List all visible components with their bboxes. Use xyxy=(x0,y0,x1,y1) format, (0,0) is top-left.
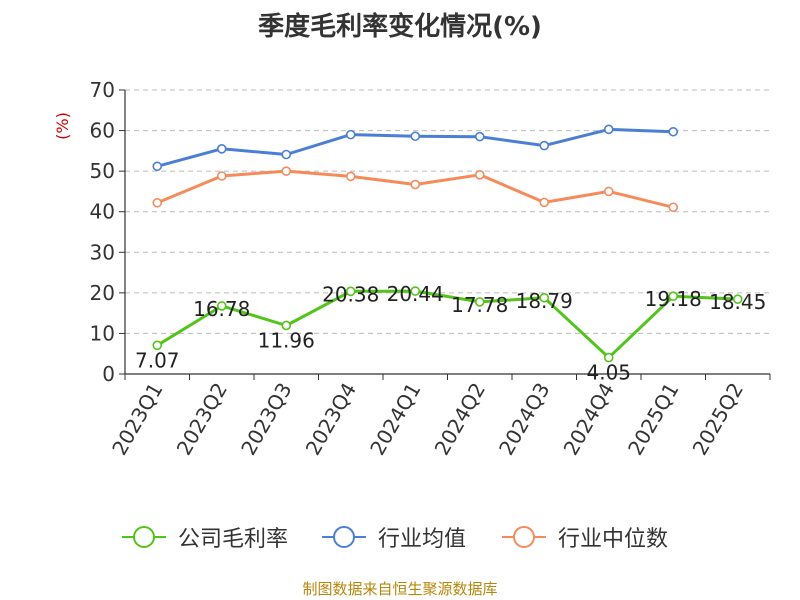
data-point xyxy=(345,129,356,140)
data-point xyxy=(216,144,227,154)
legend-marker xyxy=(513,526,535,548)
x-tick-label: 2023Q1 xyxy=(107,379,167,460)
y-tick-label: 0 xyxy=(102,362,115,386)
legend-marker xyxy=(133,526,155,548)
data-label: 20.38 xyxy=(322,282,379,306)
data-point xyxy=(668,126,679,137)
legend-entry: 行业均值 xyxy=(378,527,466,552)
data-label: 20.44 xyxy=(387,282,444,306)
y-tick-label: 10 xyxy=(90,321,115,345)
data-point xyxy=(152,161,163,172)
data-label: 18.79 xyxy=(516,289,573,313)
y-tick-label: 60 xyxy=(90,119,115,143)
data-point xyxy=(345,171,356,182)
data-point xyxy=(539,197,550,208)
data-point xyxy=(410,286,421,296)
data-point xyxy=(603,352,614,363)
y-tick-label: 20 xyxy=(90,281,115,305)
data-point xyxy=(216,301,227,311)
data-point xyxy=(152,197,163,208)
data-labels: 7.07 16.78 11.96 20.38 20.44 17.78 18.79 4.05 19… xyxy=(135,282,766,384)
data-point xyxy=(539,140,550,151)
data-point xyxy=(281,320,292,331)
series-line xyxy=(156,289,738,360)
data-point xyxy=(152,340,163,351)
y-tick-label: 40 xyxy=(90,200,115,224)
y-tick-label: 70 xyxy=(90,78,115,102)
data-label: 4.05 xyxy=(586,361,631,385)
legend-marker xyxy=(333,526,355,548)
y-tick-label: 50 xyxy=(90,159,115,183)
series xyxy=(152,124,743,363)
data-point xyxy=(603,124,614,135)
data-label: 16.78 xyxy=(193,297,250,321)
x-tick-label: 2024Q2 xyxy=(430,379,490,460)
data-point xyxy=(281,166,292,176)
x-tick-label: 2023Q3 xyxy=(236,379,296,460)
data-label: 7.07 xyxy=(135,348,180,372)
data-point xyxy=(410,179,421,190)
y-tick-label: 30 xyxy=(90,240,115,264)
data-point xyxy=(474,297,485,307)
x-tick-label: 2024Q4 xyxy=(559,379,619,460)
chart-title: 季度毛利率变化情况(%) xyxy=(258,12,542,42)
y-axis-label: (%) xyxy=(53,112,72,140)
data-point xyxy=(474,169,485,180)
x-tick-label: 2023Q2 xyxy=(172,379,232,460)
data-point xyxy=(281,149,292,160)
data-point xyxy=(668,202,679,213)
data-point xyxy=(216,171,227,181)
data-label: 17.78 xyxy=(451,293,508,317)
x-tick-label: 2024Q3 xyxy=(494,379,554,460)
data-point xyxy=(732,294,743,304)
data-point xyxy=(345,286,356,297)
data-point xyxy=(539,292,550,303)
data-label: 11.96 xyxy=(258,328,315,352)
data-point xyxy=(668,291,679,301)
legend-entry: 公司毛利率 xyxy=(178,527,288,552)
x-tick-label: 2023Q4 xyxy=(301,379,361,460)
x-tick-label: 2025Q1 xyxy=(623,379,683,460)
data-point xyxy=(410,131,421,142)
legend: 公司毛利率 行业均值 行业中位数 xyxy=(122,526,668,552)
legend-entry: 行业中位数 xyxy=(558,527,668,552)
data-label: 19.18 xyxy=(645,287,702,311)
data-point xyxy=(474,131,485,142)
data-point xyxy=(603,186,614,197)
x-tick-label: 2024Q1 xyxy=(365,379,425,460)
x-tick-label: 2025Q2 xyxy=(688,379,748,460)
source-note: 制图数据来自恒生聚源数据库 xyxy=(302,580,498,598)
data-label: 18.45 xyxy=(709,290,766,314)
